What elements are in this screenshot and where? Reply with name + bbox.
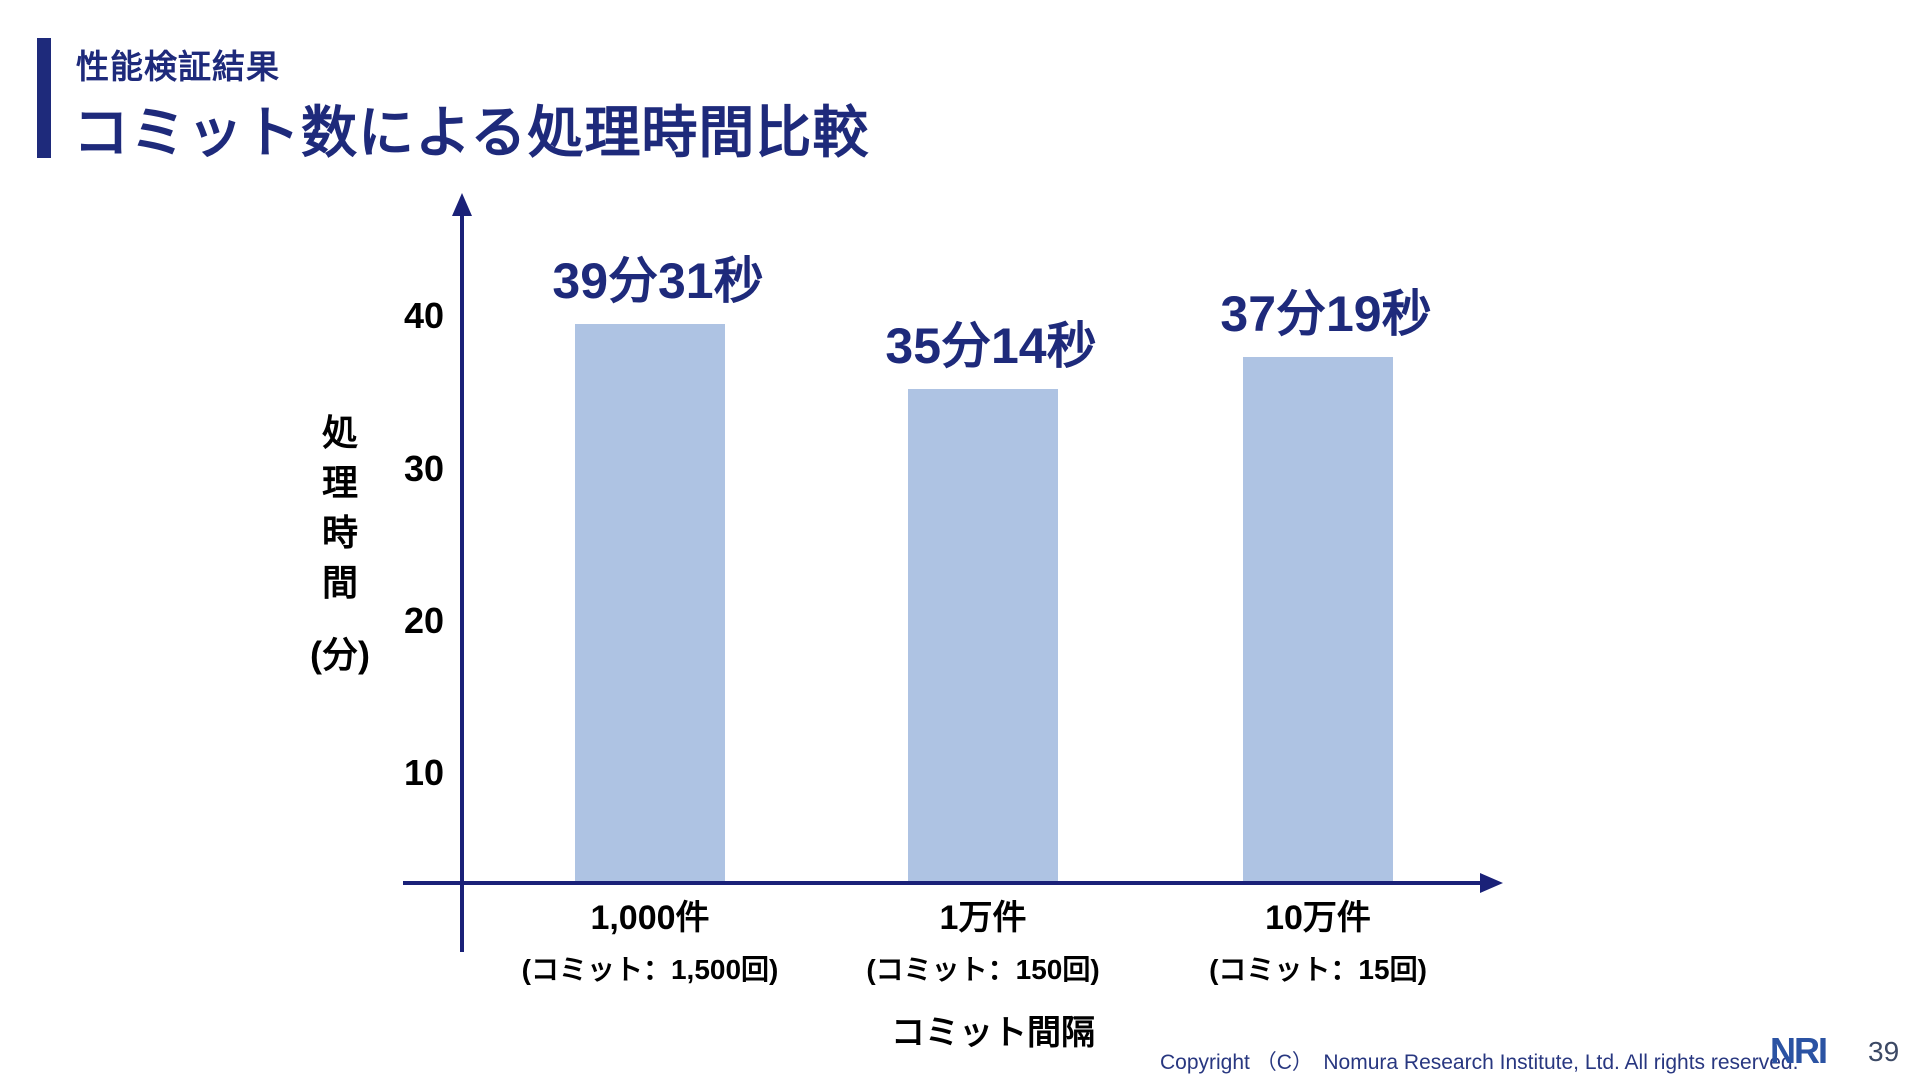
bar-1000 [575,324,725,881]
x-category-sublabel: (コミット：15回) [1209,953,1427,985]
x-category-label: 10万件 [1265,899,1371,937]
y-tick-20: 20 [403,600,444,641]
slide-eyebrow: 性能検証結果 [76,48,280,85]
x-category: 10万件 (コミット：15回) [1209,898,1427,986]
copyright-text: Copyright （C） Nomura Research Institute,… [1160,1051,1799,1074]
y-axis-title-char: 処 [321,412,359,453]
page-number: 39 [1868,1036,1900,1067]
y-tick-10: 10 [403,752,444,793]
x-category-label: 1,000件 [590,899,710,937]
bar-value-label: 35分14秒 [885,318,1097,374]
x-category: 1万件 (コミット：150回) [866,898,1099,986]
x-category-sublabel: (コミット：150回) [866,953,1100,985]
page-title: コミット数による処理時間比較 [73,101,870,164]
x-category-label: 1万件 [939,899,1027,937]
y-axis-title-char: 時 [321,512,359,553]
bar-10000 [908,389,1058,881]
title-accent-bar [37,38,51,158]
bar-value-label: 37分19秒 [1220,286,1432,342]
bar-100000 [1243,357,1393,881]
y-axis-title-char: 理 [321,462,359,503]
x-category: 1,000件 (コミット：1,500回) [522,898,779,986]
y-axis-title: 処 理 時 間 (分) [310,408,370,680]
x-axis-title: コミット間隔 [891,1014,1095,1052]
y-tick-40: 40 [403,295,444,336]
x-category-sublabel: (コミット：1,500回) [521,953,779,985]
y-axis-title-char: 間 [321,562,359,603]
x-axis-arrow-icon [1480,873,1503,893]
bar-value-label: 39分31秒 [552,253,764,309]
nri-logo: NRI [1770,1030,1828,1071]
y-axis-arrow-icon [452,193,472,216]
y-tick-30: 30 [403,448,444,489]
y-axis-unit: (分) [310,634,370,675]
